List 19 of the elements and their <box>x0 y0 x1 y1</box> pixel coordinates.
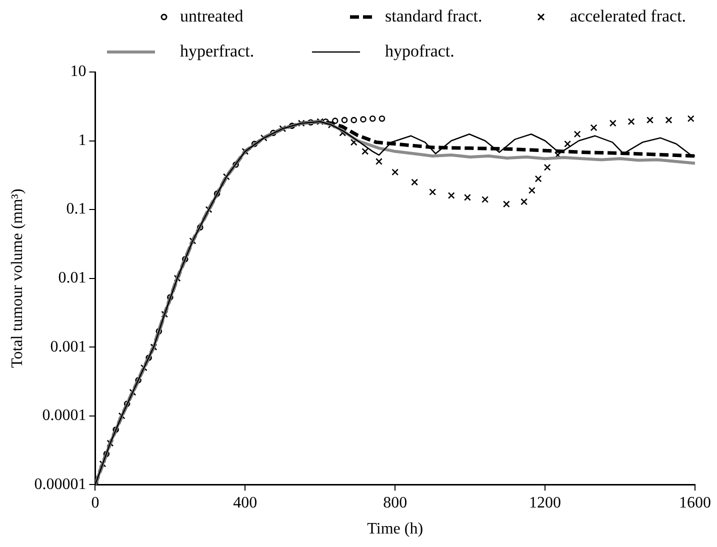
x-tick-label: 800 <box>383 494 408 512</box>
y-tick-label: 0.001 <box>50 338 86 356</box>
legend-label: hypofract. <box>385 41 454 60</box>
legend-label: hyperfract. <box>180 41 254 60</box>
y-axis-title: Total tumour volume (mm³) <box>8 188 26 368</box>
y-tick-label: 10 <box>70 63 86 80</box>
y-tick-label: 0.1 <box>66 200 86 218</box>
x-tick-label: 1200 <box>529 494 562 512</box>
x-axis-title: Time (h) <box>367 520 424 538</box>
legend-label: standard fract. <box>385 6 482 26</box>
y-tick-label: 0.0001 <box>42 407 86 424</box>
legend-label: accelerated fract. <box>570 6 686 26</box>
x-tick-label: 1600 <box>679 494 711 512</box>
y-tick-label: 1 <box>78 132 86 149</box>
x-tick-label: 0 <box>91 494 100 512</box>
y-tick-label: 0.00001 <box>34 476 86 493</box>
x-tick-label: 400 <box>233 494 258 512</box>
y-tick-label: 0.01 <box>58 270 86 287</box>
legend-label: untreated <box>180 6 244 26</box>
